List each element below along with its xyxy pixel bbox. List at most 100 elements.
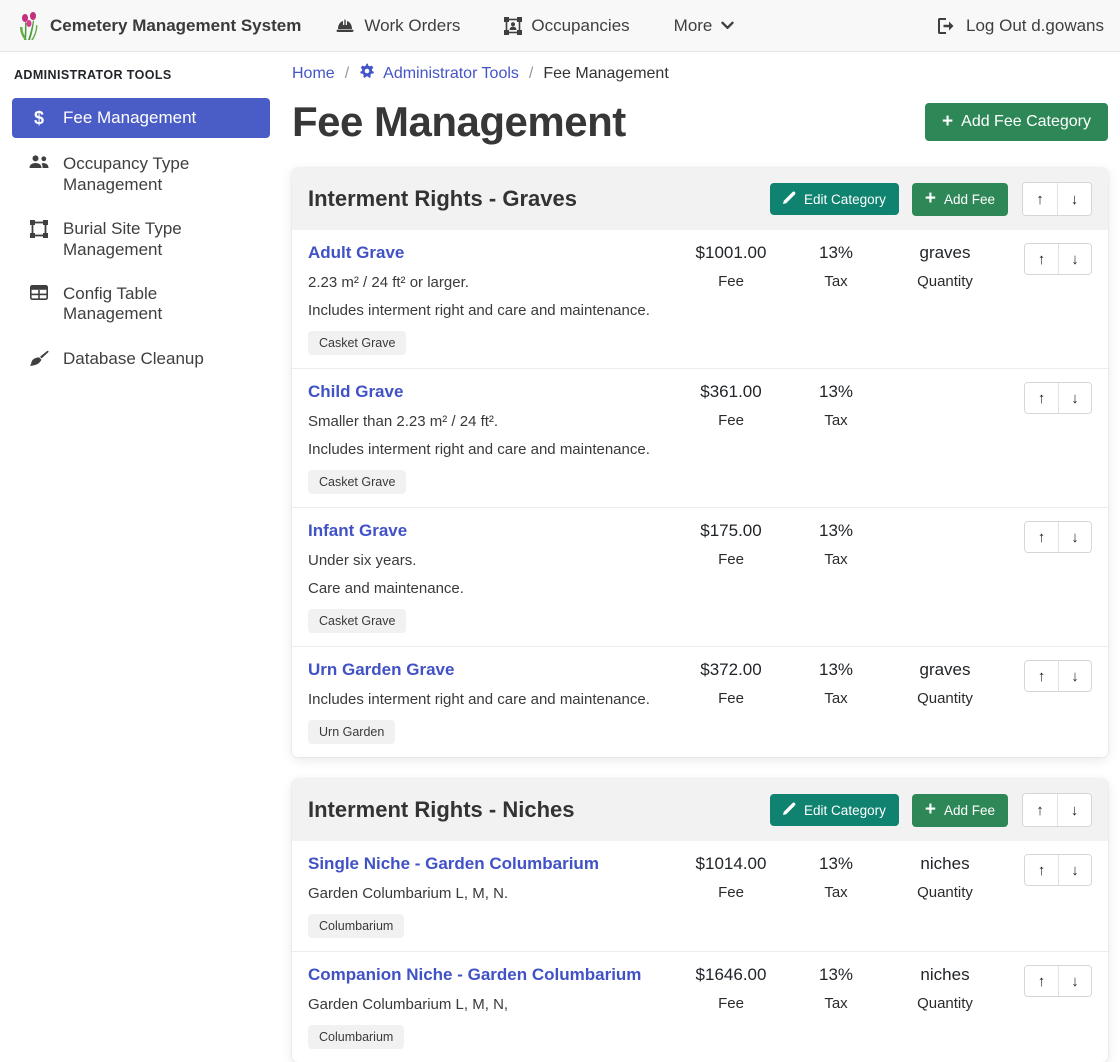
- move-fee-up-button[interactable]: ↑: [1025, 966, 1058, 996]
- add-fee-category-button[interactable]: + Add Fee Category: [925, 103, 1108, 141]
- nav-label: Work Orders: [364, 16, 460, 36]
- sidebar-item-burial-site-type-management[interactable]: Burial Site Type Management: [12, 211, 270, 268]
- fee-row: Single Niche - Garden Columbarium Garden…: [292, 841, 1108, 952]
- fee-amount: $361.00: [672, 382, 790, 402]
- move-fee-down-button[interactable]: ↓: [1058, 383, 1091, 413]
- tax-label: Tax: [790, 690, 882, 707]
- fee-amount-label: Fee: [672, 690, 790, 707]
- fee-category-card: Interment Rights - Niches Edit Category …: [292, 779, 1108, 1062]
- nav-item-more[interactable]: More: [674, 16, 735, 36]
- fee-name-link[interactable]: Infant Grave: [308, 521, 664, 541]
- move-fee-up-button[interactable]: ↑: [1025, 855, 1058, 885]
- fee-row: Companion Niche - Garden Columbarium Gar…: [292, 952, 1108, 1062]
- brand-title: Cemetery Management System: [50, 16, 301, 36]
- move-fee-up-button[interactable]: ↑: [1025, 522, 1058, 552]
- fee-reorder-group: ↑ ↓: [1008, 382, 1092, 414]
- nav-label: Occupancies: [531, 16, 629, 36]
- edit-category-button[interactable]: Edit Category: [770, 183, 899, 215]
- fee-description-2: Includes interment right and care and ma…: [308, 441, 664, 458]
- occupancy-frame-icon: [504, 17, 522, 35]
- quantity-label: Quantity: [882, 690, 1008, 707]
- fee-amount: $175.00: [672, 521, 790, 541]
- app-brand[interactable]: Cemetery Management System: [16, 11, 301, 41]
- sidebar-item-label: Database Cleanup: [63, 349, 204, 369]
- move-fee-up-button[interactable]: ↑: [1025, 383, 1058, 413]
- fee-row: Infant Grave Under six years. Care and m…: [292, 508, 1108, 647]
- sidebar: ADMINISTRATOR TOOLS $ Fee Management Occ…: [0, 52, 282, 385]
- fee-reorder-group: ↑ ↓: [1008, 243, 1092, 275]
- fee-amount-label: Fee: [672, 273, 790, 290]
- fee-amount-label: Fee: [672, 551, 790, 568]
- fee-name-link[interactable]: Companion Niche - Garden Columbarium: [308, 965, 664, 985]
- move-category-up-button[interactable]: ↑: [1023, 794, 1057, 826]
- fee-type-badge: Columbarium: [308, 914, 404, 938]
- quantity-unit: graves: [882, 660, 1008, 680]
- fee-amount-label: Fee: [672, 412, 790, 429]
- dollar-icon: $: [28, 109, 50, 127]
- sidebar-item-label: Burial Site Type Management: [63, 219, 260, 260]
- frame-icon: [28, 220, 50, 238]
- pencil-icon: [783, 191, 796, 207]
- fee-name-link[interactable]: Single Niche - Garden Columbarium: [308, 854, 664, 874]
- sidebar-heading: ADMINISTRATOR TOOLS: [14, 68, 268, 82]
- sidebar-item-occupancy-type-management[interactable]: Occupancy Type Management: [12, 146, 270, 203]
- tax-percent: 13%: [790, 521, 882, 541]
- move-fee-up-button[interactable]: ↑: [1025, 661, 1058, 691]
- plus-icon: +: [942, 112, 953, 131]
- sidebar-item-label: Occupancy Type Management: [63, 154, 260, 195]
- fee-reorder-group: ↑ ↓: [1008, 965, 1092, 997]
- fee-type-badge: Casket Grave: [308, 331, 406, 355]
- breadcrumb-admin-tools-link[interactable]: Administrator Tools: [359, 63, 519, 84]
- move-fee-down-button[interactable]: ↓: [1058, 966, 1091, 996]
- fee-description: 2.23 m² / 24 ft² or larger.: [308, 274, 664, 291]
- top-navbar: Cemetery Management System Work Orders O…: [0, 0, 1120, 52]
- fee-name-link[interactable]: Adult Grave: [308, 243, 664, 263]
- breadcrumb-home-link[interactable]: Home: [292, 65, 335, 83]
- category-reorder-group: ↑ ↓: [1022, 182, 1092, 216]
- fee-reorder-group: ↑ ↓: [1008, 854, 1092, 886]
- fee-categories: Interment Rights - Graves Edit Category …: [292, 168, 1108, 1062]
- move-category-down-button[interactable]: ↓: [1057, 183, 1091, 215]
- move-fee-down-button[interactable]: ↓: [1058, 244, 1091, 274]
- category-header: Interment Rights - Graves Edit Category …: [292, 168, 1108, 230]
- move-fee-down-button[interactable]: ↓: [1058, 661, 1091, 691]
- category-reorder-group: ↑ ↓: [1022, 793, 1092, 827]
- fee-name-link[interactable]: Urn Garden Grave: [308, 660, 664, 680]
- nav-links: Work Orders Occupancies More: [335, 16, 734, 36]
- quantity-unit: niches: [882, 965, 1008, 985]
- sidebar-item-database-cleanup[interactable]: Database Cleanup: [12, 341, 270, 377]
- quantity-unit: niches: [882, 854, 1008, 874]
- fee-amount-label: Fee: [672, 884, 790, 901]
- add-fee-label: Add Fee: [944, 192, 995, 207]
- sidebar-item-config-table-management[interactable]: Config Table Management: [12, 276, 270, 333]
- sidebar-items: $ Fee Management Occupancy Type Manageme…: [12, 98, 270, 377]
- add-fee-button[interactable]: + Add Fee: [912, 794, 1008, 827]
- fee-rows: Single Niche - Garden Columbarium Garden…: [292, 841, 1108, 1062]
- logout-icon: [938, 18, 956, 34]
- category-header: Interment Rights - Niches Edit Category …: [292, 779, 1108, 841]
- logout-button[interactable]: Log Out d.gowans: [938, 16, 1104, 36]
- breadcrumb-admin-tools-label: Administrator Tools: [383, 65, 519, 83]
- fee-amount-label: Fee: [672, 995, 790, 1012]
- tax-label: Tax: [790, 412, 882, 429]
- fee-type-badge: Casket Grave: [308, 609, 406, 633]
- move-category-up-button[interactable]: ↑: [1023, 183, 1057, 215]
- tax-label: Tax: [790, 884, 882, 901]
- plus-icon: +: [925, 189, 936, 208]
- edit-category-button[interactable]: Edit Category: [770, 794, 899, 826]
- fee-amount: $372.00: [672, 660, 790, 680]
- fee-name-link[interactable]: Child Grave: [308, 382, 664, 402]
- add-fee-button[interactable]: + Add Fee: [912, 183, 1008, 216]
- move-fee-down-button[interactable]: ↓: [1058, 855, 1091, 885]
- fee-row: Urn Garden Grave Includes interment righ…: [292, 647, 1108, 757]
- move-fee-up-button[interactable]: ↑: [1025, 244, 1058, 274]
- tax-label: Tax: [790, 995, 882, 1012]
- nav-item-work-orders[interactable]: Work Orders: [335, 16, 460, 36]
- tulip-logo-icon: [16, 11, 40, 41]
- fee-type-badge: Casket Grave: [308, 470, 406, 494]
- move-category-down-button[interactable]: ↓: [1057, 794, 1091, 826]
- sidebar-item-fee-management[interactable]: $ Fee Management: [12, 98, 270, 138]
- hard-hat-icon: [335, 18, 355, 34]
- move-fee-down-button[interactable]: ↓: [1058, 522, 1091, 552]
- nav-item-occupancies[interactable]: Occupancies: [504, 16, 629, 36]
